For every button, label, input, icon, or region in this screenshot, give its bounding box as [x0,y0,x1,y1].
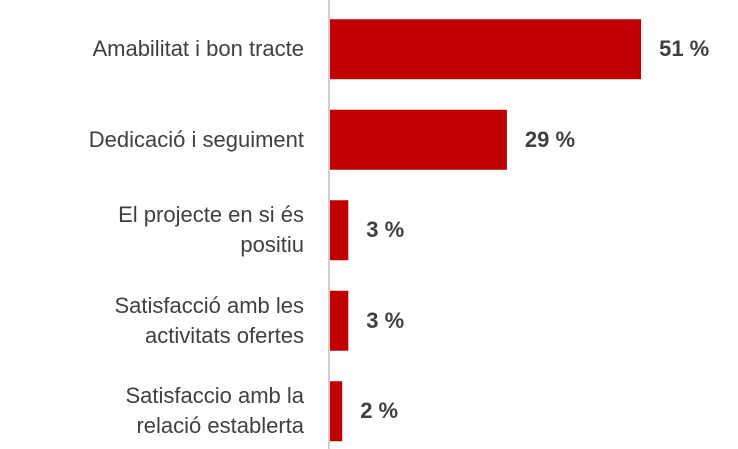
category-label: Dedicació i seguiment [88,126,304,152]
category-label: Satisfaccio amb la relació establerta [125,383,304,439]
value-label: 3 % [366,307,405,333]
category-label: Satisfacció amb les activitats ofertes [114,292,304,348]
category-label: El projecte en si és positiu [118,202,304,258]
bar [330,109,507,170]
bar [330,381,343,442]
value-label: 3 % [366,217,405,243]
bar [330,290,349,351]
value-label: 51 % [659,36,710,62]
category-label: Amabilitat i bon tracte [92,36,304,62]
value-label: 2 % [360,398,399,424]
bar [330,19,642,80]
value-label: 29 % [524,126,576,152]
bar [330,200,349,261]
